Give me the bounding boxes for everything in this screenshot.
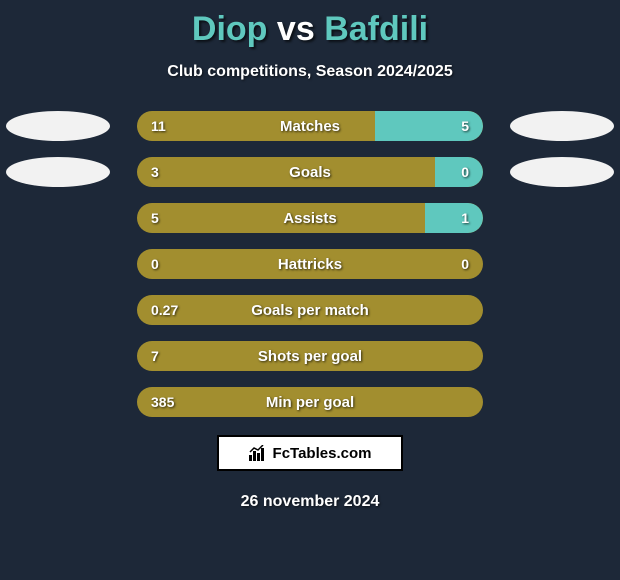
subtitle: Club competitions, Season 2024/2025 [0,63,620,81]
stat-row-matches: Matches11 5 [137,111,483,141]
stat-row-assists: Assists5 1 [137,203,483,233]
stat-value-right: 1 [461,203,469,233]
stat-value-left: 385 [151,387,174,417]
watermark: FcTables.com [217,435,403,471]
chart-icon [249,445,267,461]
stat-row-hattricks: Hattricks0 0 [137,249,483,279]
stat-value-left: 3 [151,157,159,187]
player-avatar-left-0 [6,111,110,141]
stat-label: Goals per match [137,295,483,325]
stat-value-left: 5 [151,203,159,233]
stat-label: Hattricks [137,249,483,279]
stat-label: Assists [137,203,483,233]
stat-value-left: 7 [151,341,159,371]
stat-row-shots-per-goal: Shots per goal7 [137,341,483,371]
stat-value-left: 0 [151,249,159,279]
stat-value-left: 0.27 [151,295,178,325]
player-avatar-right-1 [510,157,614,187]
vs-text: vs [277,10,315,48]
player-avatar-right-0 [510,111,614,141]
stat-value-right: 5 [461,111,469,141]
watermark-text: FcTables.com [273,445,372,462]
player2-name: Bafdili [324,10,428,48]
stat-value-left: 11 [151,111,166,141]
stat-label: Matches [137,111,483,141]
player1-name: Diop [192,10,268,48]
stat-row-goals: Goals3 0 [137,157,483,187]
stat-label: Goals [137,157,483,187]
stat-row-goals-per-match: Goals per match0.27 [137,295,483,325]
stat-label: Shots per goal [137,341,483,371]
comparison-title: Diop vs Bafdili [0,0,620,49]
stat-value-right: 0 [461,157,469,187]
stat-label: Min per goal [137,387,483,417]
player-avatar-left-1 [6,157,110,187]
stat-value-right: 0 [461,249,469,279]
stats-area: Matches115Goals30Assists51Hattricks00Goa… [0,111,620,417]
date-text: 26 november 2024 [0,493,620,511]
stat-row-min-per-goal: Min per goal385 [137,387,483,417]
